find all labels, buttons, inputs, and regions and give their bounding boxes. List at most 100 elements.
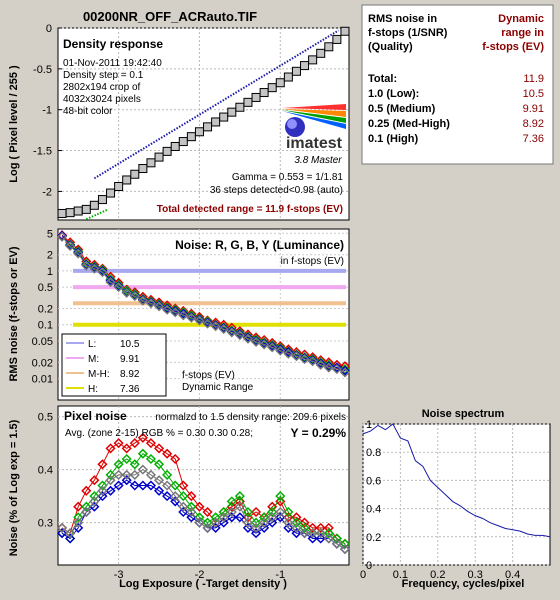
legend-value: 8.92 [120,369,140,380]
noise-point [210,321,221,332]
noise-subtitle: in f-stops (EV) [281,256,344,267]
pixel-y-value: Y = 0.29% [291,426,347,440]
pixel-point [307,528,318,539]
noise-point [129,289,140,300]
density-step-marker [162,146,172,156]
noise-point [259,338,270,349]
noise-legend-box [61,333,167,397]
pixel-point [153,475,165,486]
legend-value: 7.36 [120,384,140,395]
noise-ytick-label: 0.2 [38,304,53,316]
noise-point [250,334,262,345]
pixel-point [105,469,116,480]
pixel-point [56,528,68,539]
noise-point [275,345,286,356]
pixel-point [234,512,245,523]
pixel-title: Pixel noise [64,409,127,423]
pixel-point [283,522,294,533]
legend-value: 9.91 [120,354,140,365]
density-step-marker [308,55,318,65]
pixel-point [89,491,100,502]
noise-point [121,287,132,298]
spectrum-title: Noise spectrum [422,408,505,420]
density-step-marker [81,204,91,214]
pixel-point [113,459,124,470]
noise-point [178,310,189,321]
spectrum-xtick-label: 0.2 [430,569,445,581]
density-step-marker [122,175,132,185]
noise-ytick-label: 1 [47,266,53,278]
noise-point [226,327,237,338]
noise-point [162,303,173,314]
spectrum-ytick-label: 0.6 [366,475,381,487]
pixel-point [267,506,278,518]
noise-yticks: 5 2 1 0.5 0.2 0.1 0.05 0.02 0.01 [32,228,53,385]
density-step-marker [275,78,285,88]
noise-point [267,342,278,353]
noise-point [73,248,84,259]
density-step-marker [219,112,229,122]
pixel-point [81,506,92,518]
noise-ytick-label: 0.05 [32,336,53,348]
table-row-label: 0.5 (Medium) [368,103,436,115]
density-step-marker [316,48,326,58]
density-step-marker [194,127,204,137]
spectrum-xtick-label: 0.4 [505,569,520,581]
density-ytick-label: 0 [46,23,52,35]
pixel-point [56,522,68,533]
density-step-marker [251,92,261,102]
noise-ytick-label: 0.1 [38,320,53,332]
density-step-marker [57,208,67,218]
pixel-point [81,501,92,512]
table-row-label: 0.25 (Med-High) [368,118,450,130]
legend-note-1: f-stops (EV) [182,370,235,381]
pixel-xtick-label: -3 [114,569,124,581]
density-step-marker [227,107,237,117]
legend-label: H: [88,384,98,395]
density-yticks: 0 -0.5 -1 -1.5 -2 [33,23,52,198]
noise-point [323,361,334,372]
noise-point [170,304,181,315]
pixel-point [137,464,148,475]
density-ylabel: Log ( Pixel level / 255 ) [8,65,20,183]
density-step-marker [146,158,156,168]
pixel-point [145,453,157,465]
pixel-avg-line: Avg. (zone 2-15) RGB % = 0.30 0.30 0.28; [65,428,253,439]
pixel-point [121,475,132,486]
pixel-point [323,522,334,533]
imatest-logo: imatest 3.8 Master [282,104,346,166]
noise-point [323,362,334,373]
noise-point [145,298,157,309]
noise-point [97,267,108,278]
pixel-point [162,448,173,459]
noise-point [97,264,108,275]
spectrum-grid [362,423,550,566]
pixel-point [194,512,205,523]
pixel-point [129,469,140,480]
table-row-value: 10.5 [523,88,544,100]
density-info-line: 4032x3024 pixels [63,94,141,105]
pixel-point [145,438,157,449]
pixel-point [65,533,76,544]
pixel-point [73,501,84,512]
noise-point [178,308,189,319]
table-row-label: 0.1 (High) [368,133,418,145]
pixel-point [218,506,229,518]
legend-label: M: [88,354,99,365]
noise-table: RMS noise in f-stops (1/SNR) (Quality) D… [361,4,554,165]
pixel-point [129,459,140,470]
noise-point [339,361,351,372]
pixel-point [242,522,254,533]
pixel-xticks: -3 -2 -1 [114,569,285,581]
density-step-marker [324,42,334,52]
pixel-point [307,522,318,533]
noise-point [315,357,326,368]
noise-table-box [361,4,554,165]
pixel-point [105,475,116,486]
noise-legend: L: 10.5 M: 9.91 M-H: 8.92 H: 7.36 [66,339,140,395]
density-info-line: Density step = 0.1 [63,70,144,81]
spectrum-ytick-label: 0.4 [366,504,381,516]
pixel-point [267,517,278,528]
pixel-point [97,480,108,491]
